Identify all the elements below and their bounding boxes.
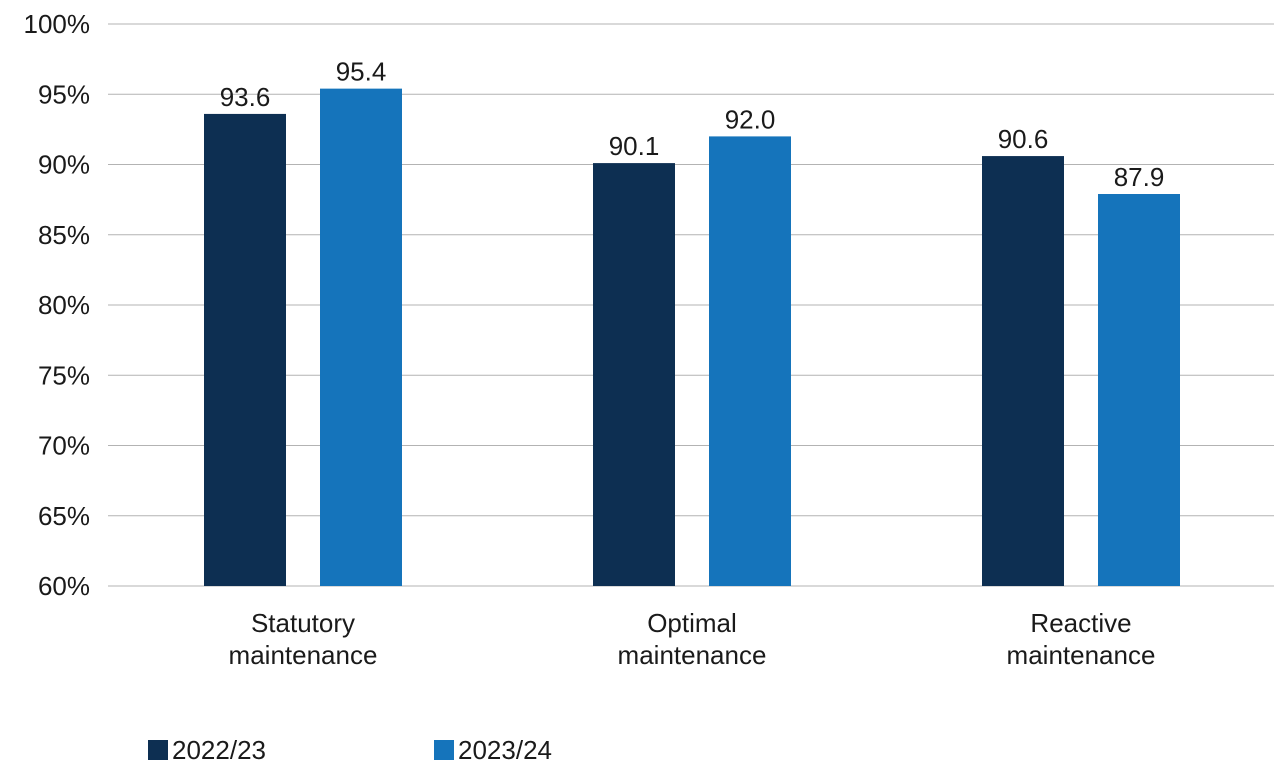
x-category-label: Statutory maintenance [229,608,378,670]
bar-2022-23-2 [982,156,1064,586]
data-label: 90.1 [609,131,660,161]
x-category-label-line: Statutory [251,608,355,638]
data-label: 95.4 [336,57,387,87]
bar-2022-23-0 [204,113,286,587]
legend-label-2022-23: 2022/23 [172,735,266,765]
y-tick-label: 90% [38,150,90,180]
y-tick-label: 70% [38,431,90,461]
data-label: 90.6 [998,124,1049,154]
data-label: 93.6 [220,82,271,112]
x-category-label-line: Reactive [1030,608,1131,638]
x-category-label-line: maintenance [1007,640,1156,670]
y-tick-label: 75% [38,360,90,390]
bar-2023-24-1 [709,136,791,586]
legend-swatch-2023-24 [434,740,454,760]
x-category-label: Optimal maintenance [618,608,767,670]
legend-swatch-2022-23 [148,740,168,760]
y-tick-label: 95% [38,79,90,109]
y-tick-label: 80% [38,290,90,320]
x-category-label: Reactive maintenance [1007,608,1156,670]
bar-2022-23-1 [593,163,675,586]
bar-2023-24-2 [1098,194,1180,586]
x-category-label-line: maintenance [618,640,767,670]
y-tick-label: 85% [38,220,90,250]
data-label: 87.9 [1114,162,1165,192]
y-tick-label: 100% [24,9,91,39]
legend-label-2023-24: 2023/24 [458,735,552,765]
x-category-label-line: Optimal [647,608,737,638]
y-tick-label: 65% [38,501,90,531]
bar-2023-24-0 [320,88,402,586]
x-category-label-line: maintenance [229,640,378,670]
y-tick-label: 60% [38,571,90,601]
data-label: 92.0 [725,104,776,134]
